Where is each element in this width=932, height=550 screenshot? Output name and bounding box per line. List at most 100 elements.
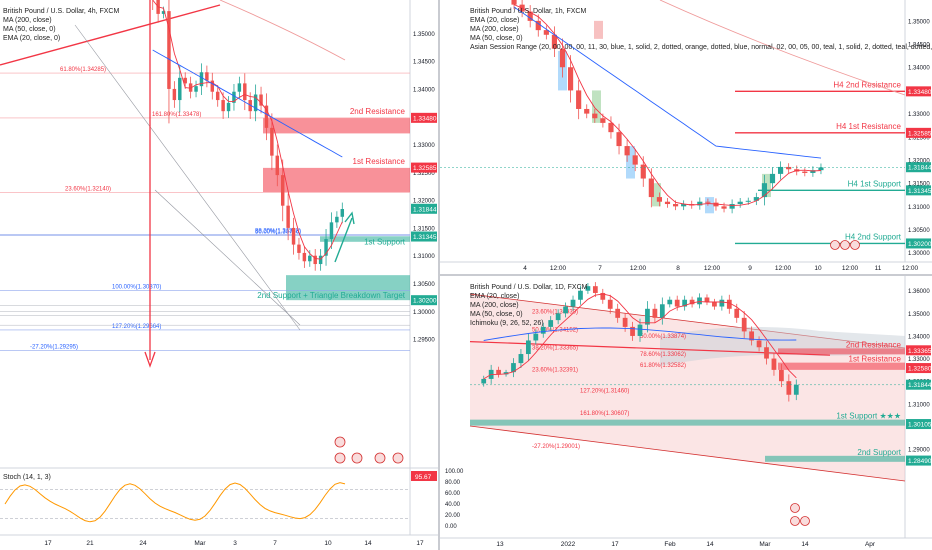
time-tick: 10 — [324, 540, 332, 547]
candle-4h-candle — [253, 94, 258, 112]
session-box — [705, 197, 714, 214]
axis-1h-price-label: 1.30200 — [908, 241, 932, 248]
axis-1h-price-label: 1.32585 — [908, 130, 932, 137]
zone-label: 2nd Support + Triangle Breakdown Target — [257, 291, 406, 300]
economic-event-icon — [850, 240, 860, 250]
legend-ma50: MA (50, close, 0) — [3, 26, 56, 33]
triangle-line — [74, 24, 301, 331]
session-box — [652, 183, 661, 207]
candle-1h-candle — [584, 108, 590, 114]
time-tick: 3 — [233, 540, 237, 547]
axis-1d-price-tag — [906, 363, 931, 374]
oscillator-tick: 40.00 — [445, 502, 461, 508]
fib-label: 161.80%(1.30607) — [580, 411, 629, 417]
candle-4h-candle — [199, 72, 204, 87]
level-label: H4 1st Support — [848, 179, 902, 188]
chart-1d[interactable]: 2nd Resistance 1st Resistance 1st Support … — [440, 276, 932, 550]
candle-4h-candle — [259, 94, 263, 106]
session-box — [592, 90, 601, 123]
candle-1d-candle — [600, 292, 606, 300]
legend-stoch: Stoch (14, 1, 3) — [3, 473, 51, 482]
ema20-line — [483, 293, 797, 380]
candle-1d-candle — [734, 308, 740, 318]
axis-4h-price-label: 1.32585 — [413, 165, 437, 172]
candle-1h-candle — [681, 204, 687, 207]
candle-1h-candle — [769, 173, 776, 184]
legend-title: British Pound / U.S. Dollar, 1h, FXCM — [470, 8, 587, 15]
chart-1h-panel[interactable]: H4 2nd Resistance H4 1st Resistance H4 1st… — [440, 0, 932, 274]
candle-4h-candle — [324, 239, 328, 256]
channel-bottom — [469, 425, 906, 482]
candle-1h-candle — [697, 201, 703, 206]
axis-1d-price-label: 1.31844 — [908, 382, 932, 389]
level-label: H4 2nd Resistance — [833, 80, 901, 89]
candle-1h-candle — [616, 132, 622, 147]
candle-4h-candle — [161, 11, 166, 14]
candle-1d-candle — [511, 363, 516, 373]
axis-4h-tick: 1.31500 — [413, 226, 435, 232]
time-tick: 17 — [44, 540, 52, 547]
candle-4h-candle — [264, 105, 269, 128]
fib-label: 61.80%(1.32582) — [640, 363, 686, 369]
candle-1h-candle — [551, 34, 558, 49]
axis-1d-price-label: 1.28490 — [908, 458, 932, 465]
axis-1d-tick: 1.29000 — [908, 448, 930, 454]
axis-1h-tick: 1.30000 — [908, 251, 930, 257]
candle-1d-candle — [578, 290, 583, 300]
legend-title: British Pound / U.S. Dollar, 4h, FXCM — [3, 8, 120, 15]
fib-label: 61.80%(1.34285) — [60, 67, 106, 73]
candle-4h-candle — [318, 255, 323, 265]
candle-1d-candle — [563, 306, 568, 314]
candle-1h-candle — [576, 90, 582, 109]
triangle-line — [154, 189, 301, 326]
candle-1d-candle — [540, 326, 546, 334]
time-tick: 21 — [86, 540, 94, 547]
axis-1h-price-tag — [906, 185, 931, 196]
zone-2 — [320, 236, 410, 242]
chart-1h[interactable]: H4 2nd Resistance H4 1st Resistance H4 1st… — [440, 0, 932, 274]
candle-1d-candle — [712, 302, 717, 307]
time-tick: Mar — [759, 541, 771, 548]
fib-label: 78.60%(1.33062) — [640, 352, 686, 358]
legend-ma200: MA (200, close) — [470, 26, 519, 33]
chart-4h[interactable]: 2nd Resistance 1st Resistance 1st Support 2… — [0, 0, 438, 550]
time-tick: 2022 — [561, 541, 576, 548]
candle-1d-candle — [756, 340, 762, 348]
time-tick: 7 — [598, 265, 602, 272]
chart-1d-panel[interactable]: 2nd Resistance 1st Resistance 1st Support … — [440, 276, 932, 550]
candle-1h-candle — [640, 164, 646, 179]
legend-ma50: MA (50, close, 0) — [470, 35, 523, 42]
candle-1d-candle — [682, 299, 688, 307]
candle-1d-candle — [764, 347, 769, 359]
legend-asian-range: Asian Session Range (20, 00, 00, 00, 11,… — [470, 44, 932, 51]
legend-ma50: MA (50, close, 0) — [470, 311, 523, 318]
candle-1d-candle — [592, 286, 598, 293]
candle-1h-candle — [777, 166, 784, 174]
zone-1 — [778, 362, 905, 370]
axis-4h-price-label: 1.31844 — [413, 206, 437, 213]
zone-label: 1st Resistance — [849, 355, 902, 364]
fib-label: 23.60%(1.32391) — [532, 367, 578, 373]
candle-1d-candle — [615, 308, 621, 318]
stoch-value-tag — [411, 471, 437, 481]
axis-1d-tick: 1.34000 — [908, 334, 930, 340]
time-tick: 11 — [875, 265, 882, 272]
panel-divider-vertical[interactable] — [438, 0, 440, 550]
candle-1h-candle — [786, 166, 792, 170]
candle-1d-candle — [719, 299, 725, 307]
fib-label: 161.80%(1.33478) — [152, 112, 201, 118]
axis-1d-price-label: 1.33365 — [908, 348, 932, 355]
chart-4h-panel[interactable]: 2nd Resistance 1st Resistance 1st Support 2… — [0, 0, 438, 550]
axis-4h-tick: 1.32500 — [413, 171, 435, 177]
axis-1h-price-label: 1.33480 — [908, 89, 932, 96]
axis-4h-price-tag — [411, 203, 437, 214]
axis-4h-price-tag — [411, 112, 437, 123]
candle-1d-candle — [645, 308, 650, 325]
axis-1h-tick: 1.34000 — [908, 66, 930, 72]
axis-1d-price-label: 1.32580 — [908, 366, 932, 373]
candle-4h-candle — [210, 80, 215, 92]
axis-1d-price-tag — [906, 379, 931, 390]
candle-4h-candle — [167, 11, 171, 89]
panel-divider-horizontal[interactable] — [440, 274, 932, 276]
candle-1h-candle — [632, 155, 638, 165]
